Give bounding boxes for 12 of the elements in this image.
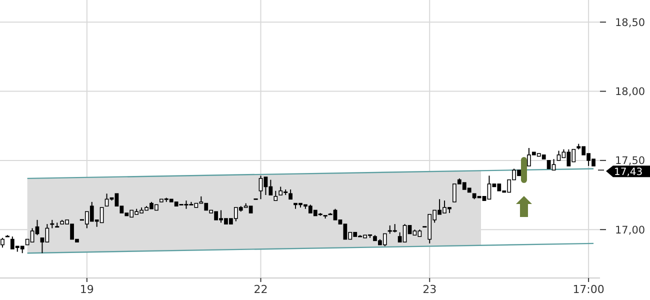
x-tick-label: 23 xyxy=(422,283,437,296)
y-tick-label: 18,50 xyxy=(615,16,646,29)
x-tick-label: 19 xyxy=(80,283,94,296)
candlestick xyxy=(0,237,4,248)
candlestick xyxy=(288,188,292,200)
y-tick-label: 17,00 xyxy=(615,224,646,236)
y-tick-label: 18,00 xyxy=(615,86,646,98)
candlestick xyxy=(274,190,278,202)
y-tick-label: 17,50 xyxy=(615,155,646,168)
x-tick-label: 22 xyxy=(254,283,268,296)
ref-line-label: 17,43 xyxy=(614,166,643,178)
x-tick-label: 17:00 xyxy=(572,283,604,296)
